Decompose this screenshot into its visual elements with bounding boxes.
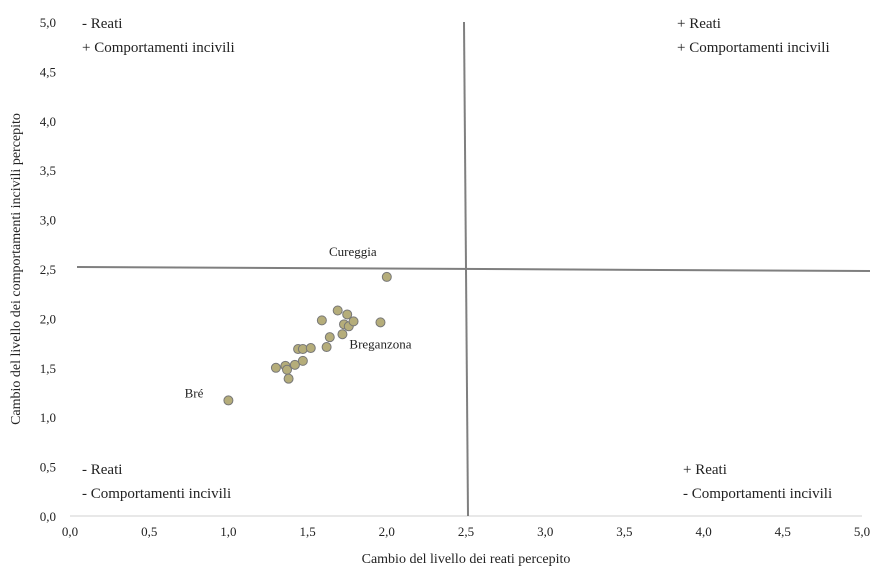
data-point (305, 343, 316, 354)
data-point (337, 329, 348, 340)
data-point (297, 355, 308, 366)
quadrant-label-bottom-right: - Comportamenti incivili (683, 486, 832, 502)
quadrant-label-top-left: - Reati (82, 16, 122, 32)
x-tick-label: 0,5 (141, 524, 157, 539)
quadrant-dividers (76, 21, 871, 517)
quadrant-label-bottom-right: + Reati (683, 462, 727, 478)
quadrant-label-top-right: + Reati (677, 16, 721, 32)
y-axis-title: Cambio del livello dei comportamenti inc… (9, 113, 24, 425)
x-tick-label: 4,0 (695, 524, 711, 539)
data-point (321, 342, 332, 353)
point-labels: Bré Breganzona Cureggia (185, 244, 412, 400)
x-tick-label: 1,0 (220, 524, 236, 539)
data-point (289, 359, 300, 370)
data-point (342, 309, 353, 320)
y-tick-label: 4,5 (40, 64, 56, 79)
data-point (283, 373, 294, 384)
data-point (381, 271, 392, 282)
data-point (375, 317, 386, 328)
point-label: Breganzona (349, 336, 411, 351)
data-point (282, 364, 293, 375)
data-point (348, 316, 359, 327)
x-tick-label: 1,5 (299, 524, 315, 539)
point-label: Bré (185, 385, 204, 400)
quadrant-label-bottom-left: - Reati (82, 462, 122, 478)
y-tick-label: 1,5 (40, 361, 56, 376)
point-label: Cureggia (329, 244, 377, 259)
data-points (223, 271, 392, 406)
x-axis-title: Cambio del livello dei reati percepito (362, 552, 571, 567)
y-tick-label: 3,0 (40, 213, 56, 228)
data-point (223, 395, 234, 406)
y-tick-label: 3,5 (40, 163, 56, 178)
quadrant-label-top-left: + Comportamenti incivili (82, 40, 235, 56)
data-point (316, 315, 327, 326)
y-tick-labels: 0,0 0,5 1,0 1,5 2,0 2,5 3,0 3,5 4,0 4,5 5,0 (40, 15, 56, 524)
y-tick-label: 1,0 (40, 410, 56, 425)
data-point (332, 305, 343, 316)
x-tick-label: 3,5 (616, 524, 632, 539)
y-tick-label: 2,0 (40, 311, 56, 326)
horizontal-divider (76, 266, 871, 272)
y-tick-label: 0,5 (40, 460, 56, 475)
y-tick-label: 4,0 (40, 114, 56, 129)
x-tick-label: 2,5 (458, 524, 474, 539)
x-tick-label: 5,0 (854, 524, 870, 539)
x-tick-labels: 0,0 0,5 1,0 1,5 2,0 2,5 3,0 3,5 4,0 4,5 5,0 (62, 524, 870, 539)
y-tick-label: 2,5 (40, 262, 56, 277)
quadrant-label-top-right: + Comportamenti incivili (677, 40, 830, 56)
data-point (270, 362, 281, 373)
quadrant-label-bottom-left: - Comportamenti incivili (82, 486, 231, 502)
x-tick-label: 2,0 (379, 524, 395, 539)
x-tick-label: 3,0 (537, 524, 553, 539)
y-tick-label: 5,0 (40, 15, 56, 30)
y-tick-label: 0,0 (40, 509, 56, 524)
x-tick-label: 4,5 (775, 524, 791, 539)
quadrant-labels: - Reati + Comportamenti incivili + Reati + … (82, 16, 832, 502)
x-tick-label: 0,0 (62, 524, 78, 539)
data-point (324, 332, 335, 343)
